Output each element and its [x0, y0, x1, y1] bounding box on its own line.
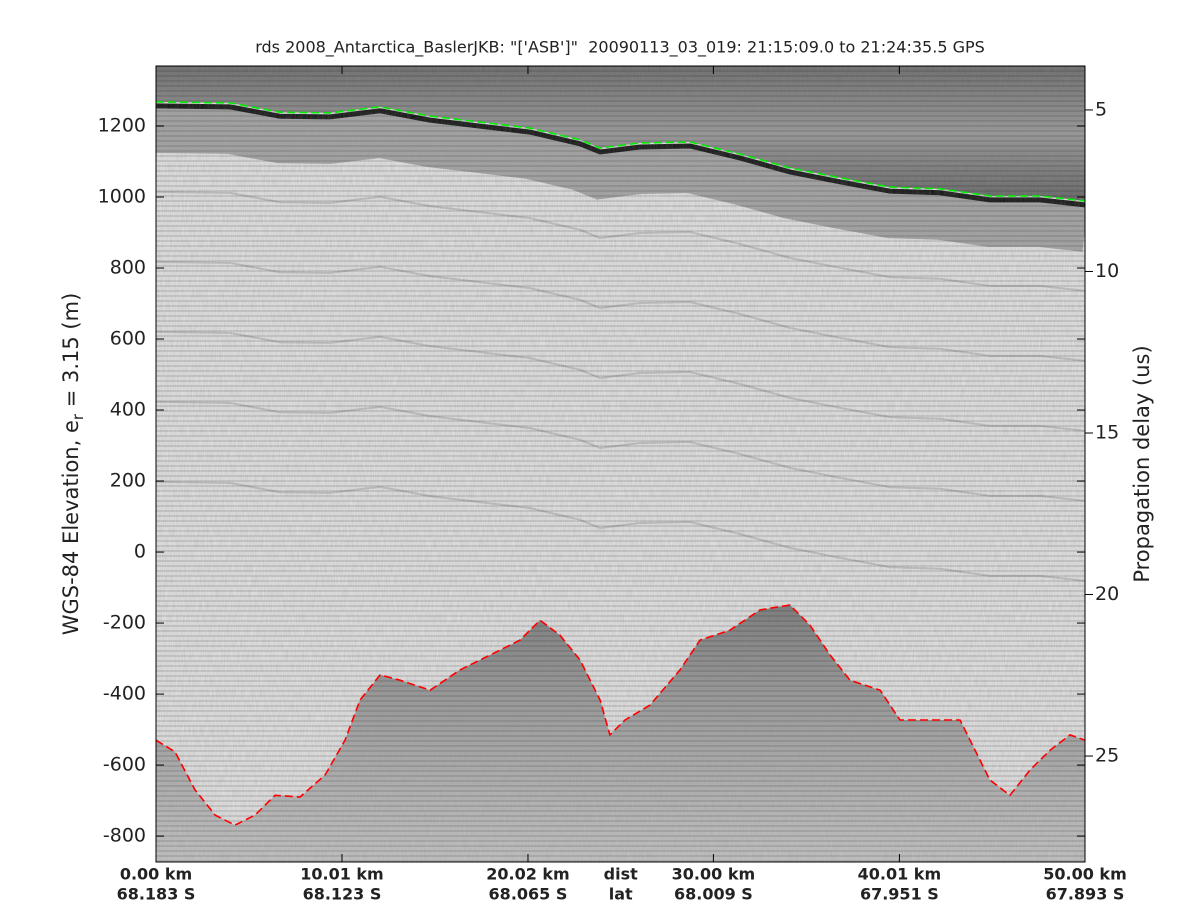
y-tick-label: -600 [103, 754, 146, 776]
y-label-sub: r [69, 413, 87, 420]
y2-tick-label: 10 [1095, 260, 1119, 282]
x-row-label: dist [604, 865, 638, 884]
echo-layers [156, 66, 1085, 862]
y-tick-label: 1000 [98, 186, 146, 208]
picks [156, 101, 1085, 826]
bed-line [156, 604, 1085, 826]
y2-tick-label: 25 [1095, 745, 1119, 767]
y-tick-label: 200 [110, 470, 146, 492]
x-tick-label: 40.01 km [858, 865, 942, 884]
x-tick-lat-label: 68.065 S [489, 885, 568, 900]
y-axis-label: WGS-84 Elevation, er = 3.15 (m) [59, 293, 87, 636]
x-tick-lat-label: 67.893 S [1046, 885, 1125, 900]
chart-title: rds 2008_Antarctica_BaslerJKB: "['ASB']"… [255, 38, 985, 58]
x-tick-label: 30.00 km [672, 865, 756, 884]
x-tick-lat-label: 68.183 S [117, 885, 196, 900]
y-label-text: WGS-84 Elevation, e [59, 420, 83, 635]
y-tick-label: 400 [110, 399, 146, 421]
y-tick-label: 800 [110, 257, 146, 279]
y-tick-label: 0 [134, 541, 146, 563]
plot-frame [155, 65, 1086, 863]
y-tick-label: 600 [110, 328, 146, 350]
y2-tick-label: 5 [1095, 98, 1107, 120]
y-tick-label: -800 [103, 825, 146, 847]
x-tick-label: 50.00 km [1043, 865, 1127, 884]
y-tick-label: -200 [103, 612, 146, 634]
x-tick-label: 10.01 km [300, 865, 384, 884]
y2-tick-label: 15 [1095, 421, 1119, 443]
surface-line [156, 101, 1085, 202]
x-tick-lat-label: 68.123 S [303, 885, 382, 900]
x-tick-label: 20.02 km [486, 865, 570, 884]
x-tick-lat-label: 68.009 S [674, 885, 753, 900]
y-tick-label: 1200 [98, 115, 146, 137]
y-tick-label: -400 [103, 683, 146, 705]
y-label-text: = 3.15 (m) [59, 293, 83, 414]
x-tick-lat-label: 67.951 S [860, 885, 939, 900]
x-row-label: lat [609, 885, 633, 900]
y2-tick-label: 20 [1095, 583, 1119, 605]
x-tick-label: 0.00 km [120, 865, 192, 884]
y2-axis-label: Propagation delay (us) [1130, 345, 1154, 582]
